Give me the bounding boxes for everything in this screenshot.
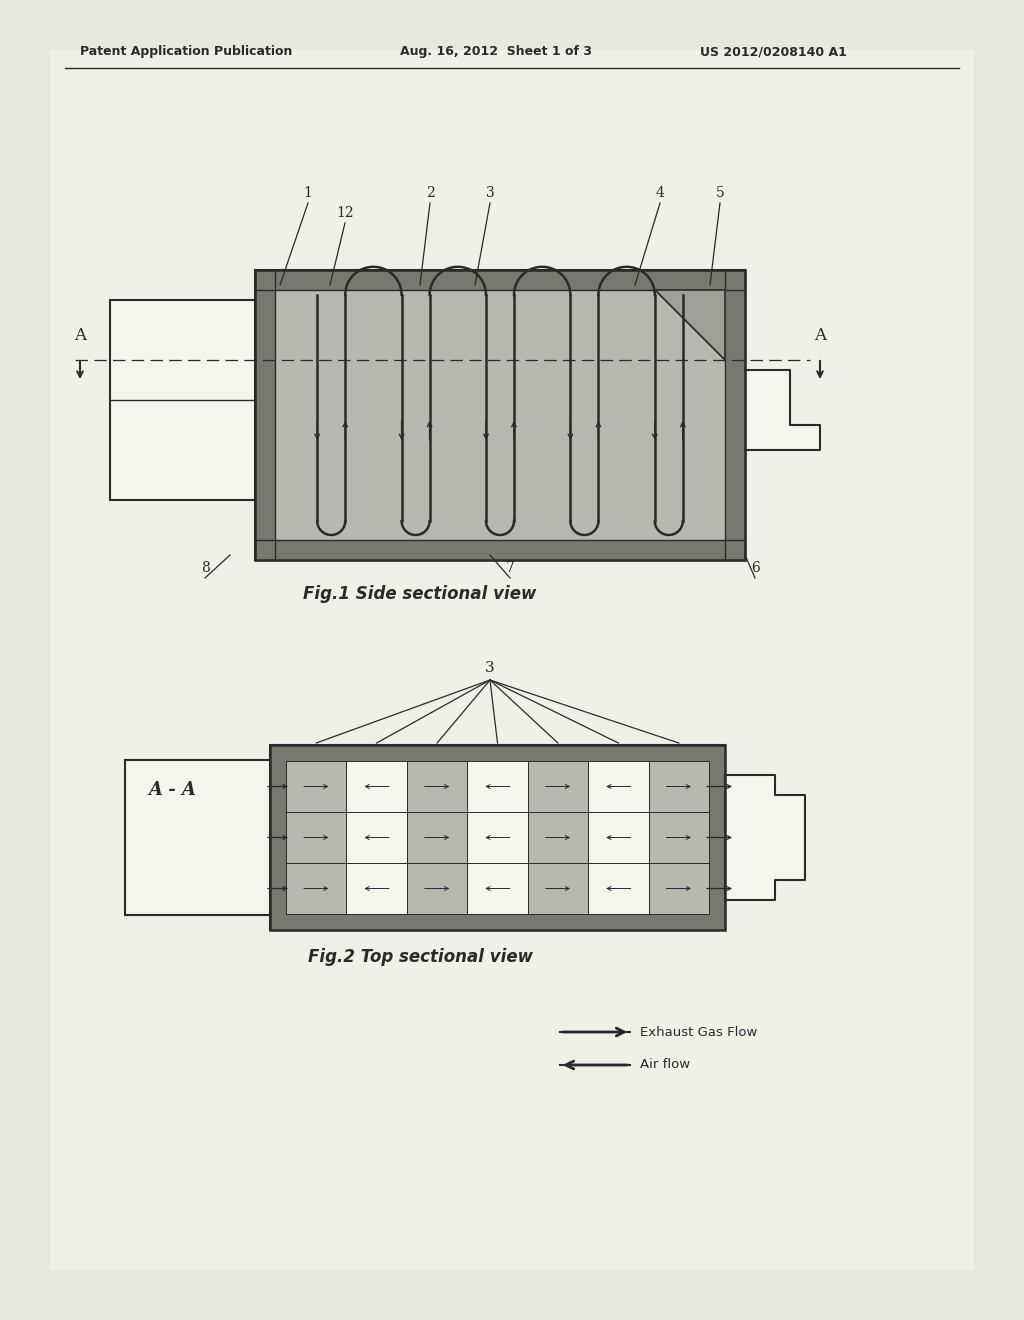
- Bar: [467, 812, 527, 863]
- Bar: [407, 812, 467, 863]
- Text: 6: 6: [751, 561, 760, 576]
- Text: 4: 4: [655, 186, 665, 201]
- Text: Exhaust Gas Flow: Exhaust Gas Flow: [640, 1026, 758, 1039]
- Bar: [407, 863, 467, 913]
- Bar: [467, 762, 527, 812]
- Polygon shape: [745, 370, 820, 450]
- Text: Aug. 16, 2012  Sheet 1 of 3: Aug. 16, 2012 Sheet 1 of 3: [400, 45, 592, 58]
- Bar: [110, 300, 255, 500]
- Bar: [286, 762, 346, 812]
- Bar: [255, 271, 275, 560]
- Text: 3: 3: [485, 186, 495, 201]
- Bar: [255, 271, 745, 290]
- Bar: [270, 744, 286, 931]
- Bar: [588, 863, 648, 913]
- Text: 8: 8: [201, 561, 209, 576]
- Bar: [725, 271, 745, 560]
- Bar: [527, 812, 588, 863]
- Text: 3: 3: [485, 661, 495, 675]
- Bar: [588, 762, 648, 812]
- Bar: [346, 863, 407, 913]
- Text: 7: 7: [506, 561, 514, 576]
- Polygon shape: [725, 775, 805, 900]
- Bar: [648, 762, 709, 812]
- Bar: [286, 812, 346, 863]
- Text: 5: 5: [716, 186, 724, 201]
- Bar: [407, 762, 467, 812]
- Bar: [255, 540, 745, 560]
- Text: Patent Application Publication: Patent Application Publication: [80, 45, 293, 58]
- Text: Fig.2 Top sectional view: Fig.2 Top sectional view: [307, 948, 532, 966]
- Text: 12: 12: [336, 206, 354, 220]
- Bar: [648, 812, 709, 863]
- Bar: [125, 760, 270, 915]
- Bar: [255, 271, 275, 560]
- Bar: [255, 271, 745, 290]
- Bar: [270, 744, 725, 762]
- Text: A: A: [814, 327, 826, 345]
- Bar: [255, 540, 745, 560]
- Bar: [270, 744, 725, 931]
- Bar: [588, 812, 648, 863]
- Bar: [346, 762, 407, 812]
- Bar: [255, 271, 745, 560]
- Bar: [709, 744, 725, 931]
- Text: Air flow: Air flow: [640, 1059, 690, 1072]
- Bar: [255, 271, 745, 560]
- Bar: [270, 913, 725, 931]
- Bar: [286, 863, 346, 913]
- Text: A: A: [74, 327, 86, 345]
- Bar: [725, 271, 745, 560]
- Bar: [527, 863, 588, 913]
- Text: Fig.1 Side sectional view: Fig.1 Side sectional view: [303, 585, 537, 603]
- Bar: [346, 812, 407, 863]
- Text: 2: 2: [426, 186, 434, 201]
- Text: 1: 1: [303, 186, 312, 201]
- Text: A - A: A - A: [148, 781, 196, 799]
- Bar: [648, 863, 709, 913]
- Bar: [527, 762, 588, 812]
- Text: US 2012/0208140 A1: US 2012/0208140 A1: [700, 45, 847, 58]
- Bar: [467, 863, 527, 913]
- Bar: [270, 744, 725, 931]
- Polygon shape: [655, 290, 725, 360]
